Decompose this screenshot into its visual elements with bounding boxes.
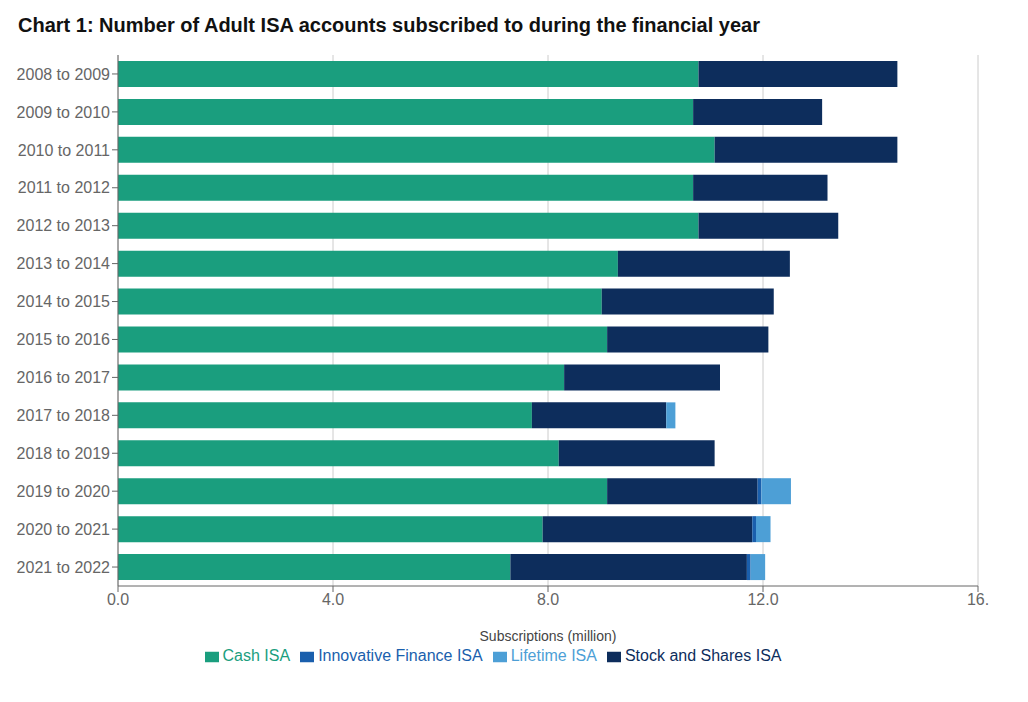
svg-text:4.0: 4.0 [322,591,344,608]
html-text:Chart 1: Number of Adult ISA a: Chart 1: Number of Adult ISA accounts su… [18,14,760,36]
svg-text:2015 to 2016: 2015 to 2016 [17,331,111,348]
svg-text:8.0: 8.0 [537,591,559,608]
svg-text:12.0: 12.0 [747,591,778,608]
svg-text:16.: 16. [967,591,989,608]
svg-text:2016 to 2017: 2016 to 2017 [17,369,111,386]
svg-text:2010 to 2011: 2010 to 2011 [18,142,110,159]
svg-text:2008 to 2009: 2008 to 2009 [17,66,111,83]
svg-text:2013 to 2014: 2013 to 2014 [17,255,111,272]
svg-text:2019 to 2020: 2019 to 2020 [17,483,111,500]
svg-text:2012 to 2013: 2012 to 2013 [17,217,111,234]
html-text:Cash ISA: Cash ISA [222,647,291,664]
svg-text:2011 to 2012: 2011 to 2012 [18,179,110,196]
html-text:Innovative Finance ISA: Innovative Finance ISA [318,647,483,664]
svg-text:2018 to 2019: 2018 to 2019 [17,445,111,462]
html-text:Stock and Shares ISA: Stock and Shares ISA [624,647,782,664]
svg-text:0.0: 0.0 [107,591,129,608]
svg-text:2009 to 2010: 2009 to 2010 [17,104,111,121]
html-text:Lifetime ISA: Lifetime ISA [510,647,597,664]
svg-text:2020 to 2021: 2020 to 2021 [17,521,111,538]
svg-text:2021 to 2022: 2021 to 2022 [17,559,111,576]
svg-text:2014 to 2015: 2014 to 2015 [17,293,111,310]
svg-text:Subscriptions (million): Subscriptions (million) [480,628,617,644]
svg-text:2017 to 2018: 2017 to 2018 [17,407,111,424]
